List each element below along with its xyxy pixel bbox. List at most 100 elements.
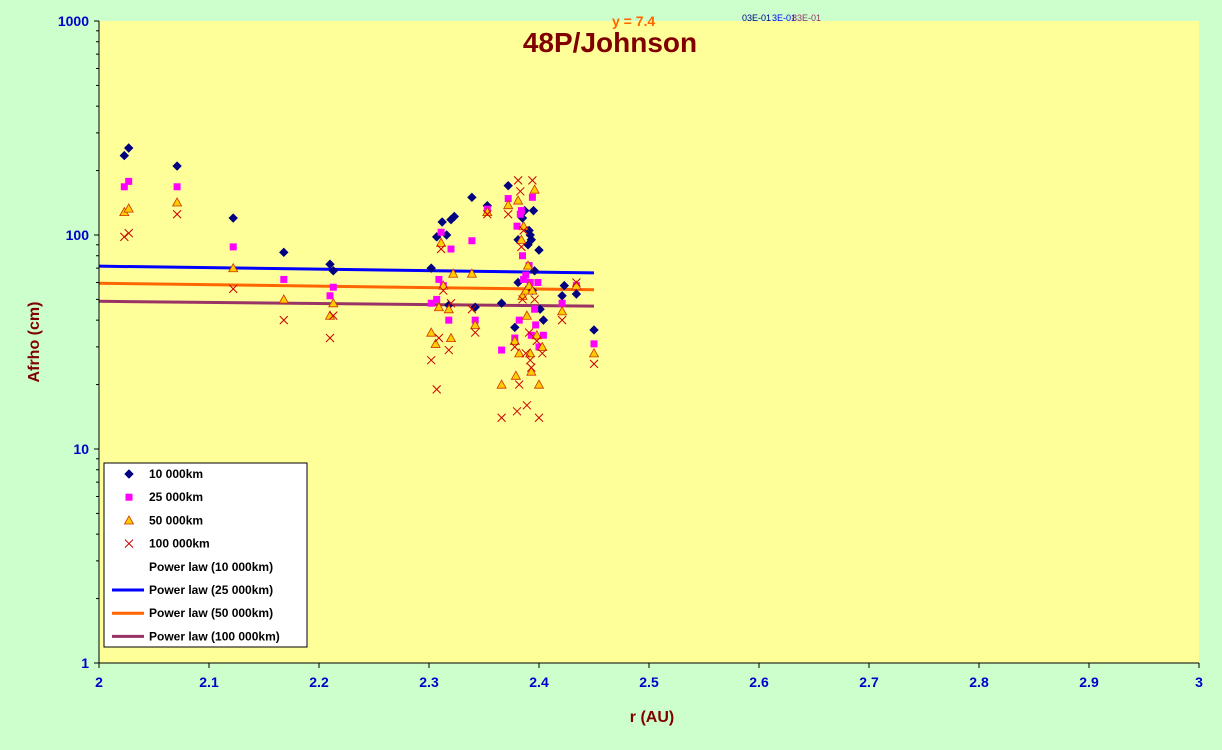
legend-marker [123, 515, 135, 525]
data-point [434, 333, 444, 343]
data-point [171, 197, 183, 207]
data-point [538, 315, 549, 325]
data-point [467, 192, 477, 203]
legend-label: Power law (25 000km) [149, 583, 273, 597]
data-point [527, 285, 538, 295]
data-point [589, 359, 599, 369]
data-point [513, 222, 521, 230]
data-point [531, 305, 539, 313]
data-point [470, 328, 480, 337]
data-point [534, 278, 542, 286]
chart-title: 48P/Johnson [523, 27, 697, 58]
data-point [515, 186, 525, 196]
trendline-equation-1: y = 7.4 [612, 13, 655, 29]
data-point [572, 278, 581, 287]
x-tick-label: 2.4 [529, 674, 549, 690]
series-points [119, 176, 599, 423]
data-point [522, 260, 534, 270]
data-point [435, 275, 443, 283]
data-point [443, 303, 454, 314]
data-point [228, 213, 238, 223]
trendline-equations: y = 7.4 03E-01 3E-01 83E-01 [612, 13, 821, 29]
data-point [279, 247, 289, 258]
legend-label: Power law (10 000km) [149, 560, 273, 574]
y-tick-label: 10 [73, 441, 89, 457]
data-point [125, 177, 133, 185]
data-point [120, 183, 128, 191]
data-point [535, 343, 543, 351]
y-tick-label: 100 [66, 227, 90, 243]
data-point [482, 209, 492, 219]
data-point [448, 268, 459, 278]
data-point [435, 237, 447, 247]
data-point [278, 294, 289, 304]
data-point [521, 348, 531, 358]
trendline [98, 299, 595, 308]
data-point [468, 237, 476, 245]
data-point [520, 285, 531, 295]
data-point [426, 355, 436, 365]
trendline-equation-4: 83E-01 [792, 13, 821, 23]
legend-label: 50 000km [149, 513, 203, 527]
legend: 10 000km 25 000km 50 000km 100 000km Power l… [103, 462, 308, 648]
data-point [519, 252, 526, 260]
x-tick-label: 2.9 [1079, 674, 1099, 690]
data-point [470, 319, 481, 329]
data-point [537, 348, 547, 358]
data-point [532, 336, 542, 346]
data-point [534, 245, 544, 255]
data-point [528, 205, 539, 216]
data-point [496, 298, 507, 308]
data-point [329, 283, 337, 291]
x-tick-label: 2.1 [199, 674, 219, 690]
data-point [516, 210, 524, 218]
data-point [531, 329, 542, 340]
data-point [557, 315, 567, 325]
data-point [571, 289, 582, 299]
data-points [119, 143, 600, 423]
data-point [589, 325, 599, 335]
x-tick-label: 2.3 [419, 674, 439, 690]
data-point [466, 268, 478, 278]
x-tick-label: 2.2 [309, 674, 329, 690]
legend-marker [124, 469, 134, 479]
data-point [432, 384, 442, 394]
data-point [430, 338, 441, 348]
data-point [445, 332, 457, 343]
data-point [509, 335, 520, 345]
data-point [437, 228, 445, 236]
x-tick-label: 2 [95, 674, 103, 690]
data-point [433, 301, 445, 312]
data-point [279, 315, 289, 325]
data-point [172, 161, 182, 171]
data-point [510, 370, 522, 380]
data-point [444, 345, 454, 355]
data-point [503, 199, 514, 210]
series-points [119, 184, 600, 389]
legend-marker [124, 539, 134, 548]
data-point [326, 292, 334, 300]
data-point [123, 203, 134, 213]
data-point [522, 400, 532, 410]
data-point [513, 176, 523, 185]
data-point [496, 379, 507, 389]
data-point [519, 226, 528, 235]
trendline-equation-2: 03E-01 [742, 13, 771, 23]
data-point [518, 295, 527, 304]
data-point [426, 263, 436, 273]
data-point [514, 380, 524, 389]
data-point [447, 245, 455, 253]
x-tick-label: 2.7 [859, 674, 879, 690]
x-axis-title: r (AU) [630, 709, 674, 726]
legend-label: 100 000km [149, 537, 210, 551]
data-point [438, 280, 449, 290]
y-axis: 1 10 100 1000 [58, 13, 99, 671]
data-point [119, 150, 130, 161]
data-point [228, 284, 238, 294]
data-point [517, 242, 526, 252]
data-point [526, 363, 536, 372]
y-axis-title: Afrho (cm) [26, 302, 43, 383]
data-point [449, 211, 460, 222]
data-point [529, 184, 540, 194]
